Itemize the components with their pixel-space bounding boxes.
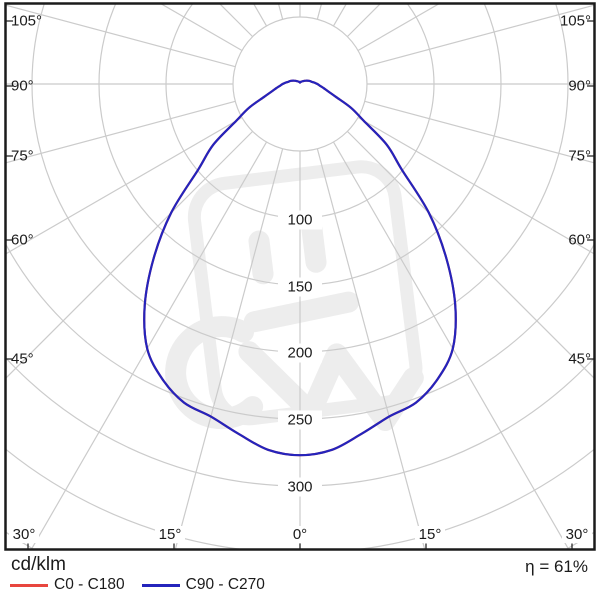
legend-swatch-c90-line (141, 583, 180, 587)
grid-ray-15 (316, 148, 426, 549)
angle-label-right-75°: 75° (568, 148, 591, 165)
ring-label-300: 300 (287, 479, 312, 496)
curve-c90-c270 (143, 79, 457, 457)
angle-label-bottom-0: 30° (13, 526, 36, 543)
watermark-zigzag (238, 341, 424, 432)
angle-label-mask (285, 526, 315, 543)
ring-label-mask (278, 410, 322, 430)
ring-label-mask (278, 277, 322, 297)
grid-ray-30 (332, 141, 569, 549)
axis-ticks (6, 20, 594, 550)
grid-ray-330 (31, 141, 268, 549)
ring-label-mask (278, 477, 322, 497)
angle-label-mask (562, 526, 592, 543)
angle-label-bottom-1: 15° (159, 526, 182, 543)
watermark-pin-right (301, 219, 327, 273)
grid-ray-75 (364, 100, 594, 164)
legend-label-c90: C90 - C270 (185, 576, 265, 593)
ring-label-200: 200 (287, 345, 312, 362)
grid-ray-105 (364, 4, 594, 68)
grid-ray-60 (357, 116, 594, 255)
grid-ray-285 (6, 100, 236, 164)
angle-label-right-45°: 45° (568, 351, 591, 368)
legend: C0 - C180 C90 - C270 (10, 576, 282, 594)
ring-label-150: 150 (287, 279, 312, 296)
watermark-pin-left (248, 230, 274, 285)
angle-label-left-75°: 75° (11, 148, 34, 165)
angle-label-bottom-4: 30° (566, 526, 589, 543)
angle-label-right-105°: 105° (560, 13, 591, 30)
angle-label-bottom-3: 15° (419, 526, 442, 543)
watermark-logo-icon (165, 160, 424, 432)
watermark-bar (243, 291, 360, 333)
grid-ray-300 (6, 116, 243, 255)
angle-label-right-60°: 60° (568, 232, 591, 249)
watermark-cable-curl (165, 316, 264, 430)
angle-label-bottom-2: 0° (293, 526, 307, 543)
angle-label-left-105°: 105° (11, 13, 42, 30)
angle-label-left-45°: 45° (11, 351, 34, 368)
legend-label-c0: C0 - C180 (54, 576, 125, 593)
angle-label-mask (415, 526, 445, 543)
ring-label-250: 250 (287, 412, 312, 429)
angle-label-left-90°: 90° (11, 78, 34, 95)
angle-label-mask (9, 526, 39, 543)
grid-ray-255 (6, 4, 236, 68)
legend-swatch-c0-line (10, 583, 48, 587)
ring-label-100: 100 (287, 212, 312, 229)
ring-label-mask (278, 210, 322, 230)
angle-label-left-60°: 60° (11, 232, 34, 249)
angle-label-mask (155, 526, 185, 543)
ring-label-mask (278, 343, 322, 363)
unit-label: cd/klm (11, 554, 66, 575)
angle-label-right-90°: 90° (568, 78, 591, 95)
grid-ray-345 (174, 148, 284, 549)
efficiency-label: η = 61% (525, 557, 588, 576)
